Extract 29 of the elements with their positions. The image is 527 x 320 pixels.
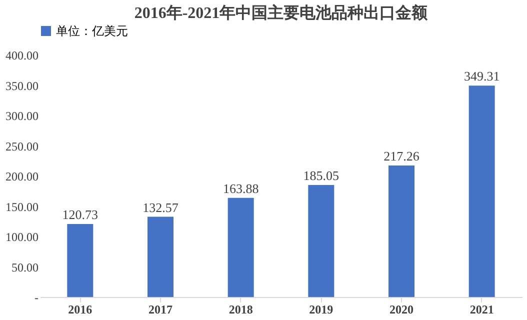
bar <box>228 198 254 297</box>
y-tick-label: - <box>34 290 38 304</box>
legend-label: 单位：亿美元 <box>56 24 128 38</box>
y-tick-label: 150.00 <box>6 200 38 214</box>
y-tick-label: 400.00 <box>6 48 38 62</box>
data-label: 185.05 <box>303 168 340 184</box>
data-label: 349.31 <box>464 68 500 84</box>
y-tick-label: 350.00 <box>6 78 38 93</box>
data-label: 132.57 <box>142 200 179 215</box>
x-tick-label: 2021 <box>470 302 494 316</box>
data-label: 217.26 <box>384 148 420 164</box>
y-tick-label: 250.00 <box>6 139 38 154</box>
data-label: 120.73 <box>62 206 98 222</box>
x-tick-label: 2019 <box>309 302 334 316</box>
x-tick-label: 2018 <box>228 302 253 316</box>
bar <box>388 166 414 297</box>
x-tick-label: 2016 <box>68 302 92 316</box>
data-label: 163.88 <box>222 180 259 196</box>
bar <box>67 224 94 297</box>
x-tick-label: 2020 <box>390 302 414 316</box>
bar <box>468 86 495 297</box>
chart-title: 2016年-2021年中国主要电池品种出口金额 <box>134 3 429 22</box>
bar <box>148 216 174 297</box>
y-tick-label: 100.00 <box>6 230 38 244</box>
y-tick-label: 300.00 <box>6 109 38 123</box>
y-tick-label: 200.00 <box>6 170 38 184</box>
x-tick-label: 2017 <box>148 302 172 316</box>
y-tick-label: 50.00 <box>12 260 38 274</box>
bar <box>308 185 334 297</box>
